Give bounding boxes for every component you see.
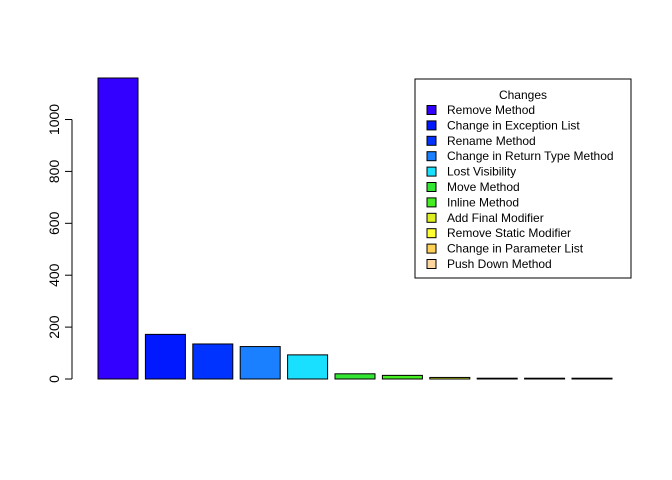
- legend-label: Change in Exception List: [447, 118, 580, 132]
- y-axis: 0 200 400 600 800 1000: [46, 104, 73, 383]
- bar-rename-method: [192, 343, 234, 380]
- legend-label: Add Final Modifier: [447, 211, 544, 225]
- legend-label: Inline Method: [447, 195, 519, 209]
- bar-add-final-modifier: [429, 376, 471, 380]
- legend-swatch: [426, 259, 437, 269]
- legend-swatch: [426, 151, 437, 162]
- legend-label: Push Down Method: [447, 257, 552, 271]
- bar-change-in-return-type-method: [239, 346, 281, 380]
- bar-inline-method: [381, 374, 423, 380]
- bar-change-in-exception-list: [144, 333, 186, 380]
- legend-swatch: [426, 228, 437, 239]
- bars-group: [97, 77, 613, 380]
- bar-move-method: [334, 373, 376, 380]
- legend-swatch: [426, 197, 437, 208]
- bar-push-down-method: [571, 377, 613, 380]
- bar-change-in-parameter-list: [524, 377, 566, 380]
- legend-box: [414, 78, 632, 279]
- legend-label: Lost Visibility: [447, 165, 516, 179]
- legend-swatch: [426, 212, 437, 223]
- legend-swatch: [426, 120, 437, 131]
- y-tick-label: 1000: [46, 104, 62, 135]
- legend-label: Change in Parameter List: [447, 242, 584, 256]
- legend-swatch: [426, 243, 437, 254]
- bar-remove-method: [97, 77, 139, 380]
- legend-label: Rename Method: [447, 134, 536, 148]
- y-tick-label: 0: [46, 375, 62, 383]
- legend-title: Changes: [499, 88, 547, 102]
- legend-swatch: [426, 182, 437, 192]
- legend-swatch: [426, 135, 437, 146]
- bar-lost-visibility: [287, 354, 329, 380]
- legend-swatch: [426, 166, 437, 177]
- y-tick-label: 600: [46, 211, 62, 235]
- y-tick-label: 800: [46, 160, 62, 184]
- y-tick-label: 400: [46, 263, 62, 287]
- legend-label: Remove Method: [447, 103, 535, 117]
- bar-remove-static-modifier: [476, 377, 518, 380]
- legend-swatch: [426, 105, 437, 115]
- legend-label: Change in Return Type Method: [447, 149, 614, 163]
- legend-label: Move Method: [447, 180, 520, 194]
- legend-label: Remove Static Modifier: [447, 226, 571, 240]
- y-tick-label: 200: [46, 315, 62, 339]
